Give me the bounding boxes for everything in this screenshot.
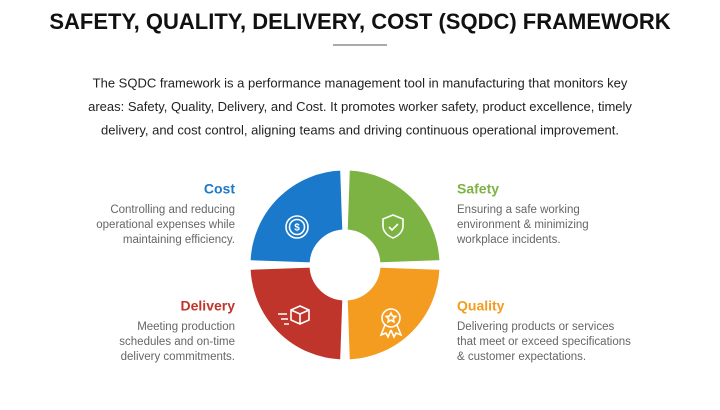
items: Cost Controlling and reducing operational … — [96, 181, 631, 363]
quality-icon — [381, 308, 401, 328]
cycle-ring — [247, 167, 443, 363]
item-title: Safety — [457, 181, 499, 197]
item-description: maintaining efficiency. — [123, 234, 235, 246]
item-description: environment & minimizing — [457, 219, 589, 231]
item-description: schedules and on-time — [119, 336, 235, 348]
delivery-icon — [290, 305, 310, 325]
item-description: Ensuring a safe working — [457, 204, 580, 216]
intro-line: areas: Safety, Quality, Delivery, and Co… — [88, 99, 632, 114]
delivery-icon — [278, 313, 289, 325]
item-description: workplace incidents. — [456, 234, 561, 246]
safety-icon — [382, 214, 404, 239]
intro-line: The SQDC framework is a performance mana… — [93, 75, 628, 90]
cost-icon: $ — [294, 223, 300, 234]
item-description: that meet or exceed specifications — [457, 336, 631, 348]
safety-icon — [388, 223, 399, 232]
item-description: Delivering products or services — [457, 321, 614, 333]
icons: $ — [278, 214, 404, 339]
item-description: delivery commitments. — [121, 351, 235, 363]
item-title: Cost — [204, 181, 235, 197]
item-description: & customer expectations. — [457, 351, 586, 363]
item-description: operational expenses while — [96, 219, 235, 231]
quality-icon — [384, 311, 398, 324]
item-title: Delivery — [181, 298, 236, 314]
item-title: Quality — [457, 298, 505, 314]
cost-icon — [285, 215, 309, 239]
item-description: Controlling and reducing — [110, 204, 235, 216]
cost-icon — [288, 218, 306, 236]
ring-segment — [344, 264, 443, 363]
quality-icon — [379, 324, 403, 339]
ring-segment — [344, 167, 443, 266]
intro: The SQDC framework is a performance mana… — [88, 75, 632, 137]
title: SAFETY, QUALITY, DELIVERY, COST (SQDC) F… — [49, 9, 670, 34]
item-description: Meeting production — [137, 321, 235, 333]
ring-segment — [247, 264, 346, 363]
intro-line: delivery, and cost control, aligning tea… — [101, 122, 619, 137]
